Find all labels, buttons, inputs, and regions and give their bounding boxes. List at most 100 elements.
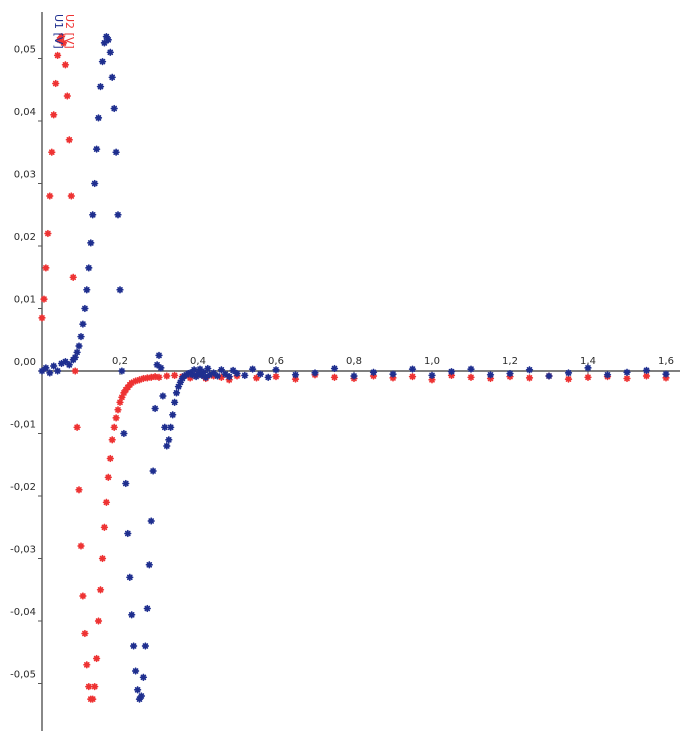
data-point [106, 48, 114, 56]
data-point [57, 32, 66, 41]
data-point [623, 374, 631, 383]
data-point [53, 51, 62, 60]
y-tick-label: 0,04 [14, 107, 36, 118]
data-point [143, 604, 151, 613]
data-point [116, 398, 124, 406]
data-point [213, 372, 222, 380]
data-point [46, 369, 54, 377]
data-point [272, 366, 280, 374]
y-tick-label: -0,05 [10, 670, 36, 681]
y-tick-label: -0,01 [10, 420, 36, 431]
data-point [139, 673, 148, 681]
data-point [200, 368, 208, 376]
data-point [73, 423, 81, 431]
x-tick-label: 1,2 [502, 356, 518, 367]
data-point [170, 371, 179, 380]
data-point [98, 554, 107, 563]
data-point [525, 374, 534, 382]
data-point [642, 372, 651, 380]
data-point [467, 365, 475, 373]
data-point [96, 82, 105, 91]
data-point [92, 145, 101, 153]
data-point [71, 367, 79, 375]
data-point [50, 111, 58, 119]
data-point [225, 372, 233, 381]
data-point [170, 398, 179, 406]
x-tick-label: 0,6 [268, 356, 284, 367]
data-point [217, 366, 226, 374]
data-point [65, 136, 73, 144]
data-point [169, 411, 177, 419]
data-point [157, 364, 165, 372]
data-point [73, 348, 81, 356]
data-point [77, 332, 85, 341]
data-point [128, 611, 136, 619]
data-point [81, 629, 89, 638]
data-point [545, 372, 553, 380]
data-point [291, 375, 300, 383]
data-point [564, 375, 573, 383]
data-point [114, 406, 122, 414]
y-tick-label: 0,05 [14, 45, 36, 56]
data-point [92, 654, 101, 663]
data-point [94, 617, 103, 625]
data-point [112, 414, 120, 422]
data-point [77, 542, 85, 550]
data-point [145, 561, 153, 569]
data-point [85, 264, 93, 272]
data-point [486, 371, 495, 379]
data-point [63, 92, 71, 100]
data-point [46, 192, 54, 200]
data-point [155, 351, 163, 360]
y-tick-label: 0,00 [14, 357, 36, 368]
data-point [133, 686, 142, 694]
data-point [118, 367, 126, 375]
data-point [50, 362, 58, 370]
x-tick-label: 1,6 [658, 356, 674, 367]
data-point [248, 365, 257, 373]
data-point [52, 79, 60, 88]
data-point [241, 371, 249, 380]
data-point [151, 404, 159, 413]
data-point [42, 364, 50, 372]
data-point [110, 423, 118, 431]
data-point [163, 442, 171, 450]
data-point [642, 366, 651, 375]
data-point [67, 192, 75, 200]
chart-ticks: 0,05 0,04 0,03 0,02 0,01 0,00 -0,01 -0,02 -0,03 -… [10, 45, 674, 684]
data-point [53, 367, 62, 375]
data-point [83, 661, 91, 669]
x-tick-label: 1,0 [424, 356, 440, 367]
data-point [81, 304, 89, 313]
data-point [256, 370, 265, 378]
data-point [87, 239, 95, 247]
data-point [311, 369, 319, 377]
data-point [204, 364, 212, 373]
data-point [102, 498, 111, 506]
chart-series-layer [38, 32, 670, 703]
data-point [104, 36, 112, 44]
data-point [96, 586, 105, 594]
y-tick-label: -0,04 [10, 607, 36, 618]
data-point [131, 667, 140, 675]
data-point [71, 353, 79, 361]
data-point [584, 364, 592, 372]
data-point [291, 371, 300, 379]
data-point [350, 372, 358, 380]
series-u2 [38, 32, 670, 703]
data-point [114, 211, 122, 219]
data-point [165, 436, 173, 444]
data-point [79, 320, 87, 328]
data-point [89, 695, 97, 703]
data-point [408, 372, 417, 381]
data-point [98, 57, 107, 66]
x-tick-label: 0,2 [112, 356, 128, 367]
data-point [104, 473, 112, 481]
data-point [525, 366, 534, 374]
data-point [159, 392, 167, 400]
data-point [110, 104, 118, 113]
data-point [408, 365, 417, 373]
data-point [428, 371, 436, 380]
data-point [264, 373, 272, 381]
